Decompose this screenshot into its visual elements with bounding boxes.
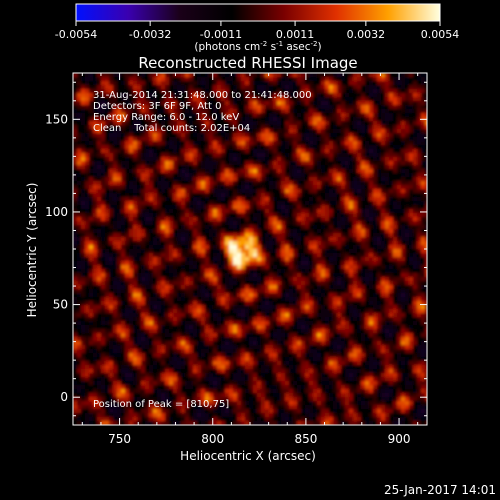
colorbar-gradient	[75, 3, 441, 22]
x-axis-label: Heliocentric X (arcsec)	[180, 449, 316, 463]
heatmap-image	[73, 73, 427, 425]
colorbar: -0.0054 -0.0032 -0.0011 0.0011 0.0032 0.0054 …	[55, 3, 459, 53]
x-tick-label: 800	[201, 432, 224, 446]
colorbar-tick-label: 0.0011	[276, 28, 315, 41]
x-tick-label: 750	[108, 432, 131, 446]
colorbar-tick-label: 0.0054	[421, 28, 460, 41]
chart-title: Reconstructed RHESSI Image	[138, 54, 357, 72]
colorbar-ticks: -0.0054 -0.0032 -0.0011 0.0011 0.0032 0.0054	[55, 21, 459, 41]
info-time-range: 31-Aug-2014 21:31:48.000 to 21:41:48.000	[93, 90, 312, 101]
footer-timestamp: 25-Jan-2017 14:01	[384, 483, 496, 497]
info-clean-counts: Clean Total counts: 2.02E+04	[93, 123, 250, 134]
y-tick-label: 0	[60, 390, 68, 404]
colorbar-tick-label: -0.0054	[55, 28, 97, 41]
x-tick-label: 850	[294, 432, 317, 446]
axes: 750 800 850 900 0 50 100 150	[45, 73, 427, 446]
info-energy-range: Energy Range: 6.0 - 12.0 keV	[93, 112, 239, 123]
x-tick-label: 900	[388, 432, 411, 446]
y-axis-label: Heliocentric Y (arcsec)	[25, 183, 39, 318]
colorbar-tick-label: 0.0032	[347, 28, 386, 41]
colorbar-units-label: (photons cm-2 s-1 asec-2)	[194, 40, 321, 53]
colorbar-tick-label: -0.0011	[200, 28, 242, 41]
peak-position-label: Position of Peak = [810,75]	[93, 399, 229, 410]
y-tick-label: 100	[45, 205, 68, 219]
info-detectors: Detectors: 3F 6F 9F, Att 0	[93, 101, 221, 112]
observation-info: 31-Aug-2014 21:31:48.000 to 21:41:48.000…	[93, 90, 312, 134]
y-tick-label: 150	[45, 112, 68, 126]
y-tick-label: 50	[53, 298, 68, 312]
colorbar-tick-label: -0.0032	[129, 28, 171, 41]
